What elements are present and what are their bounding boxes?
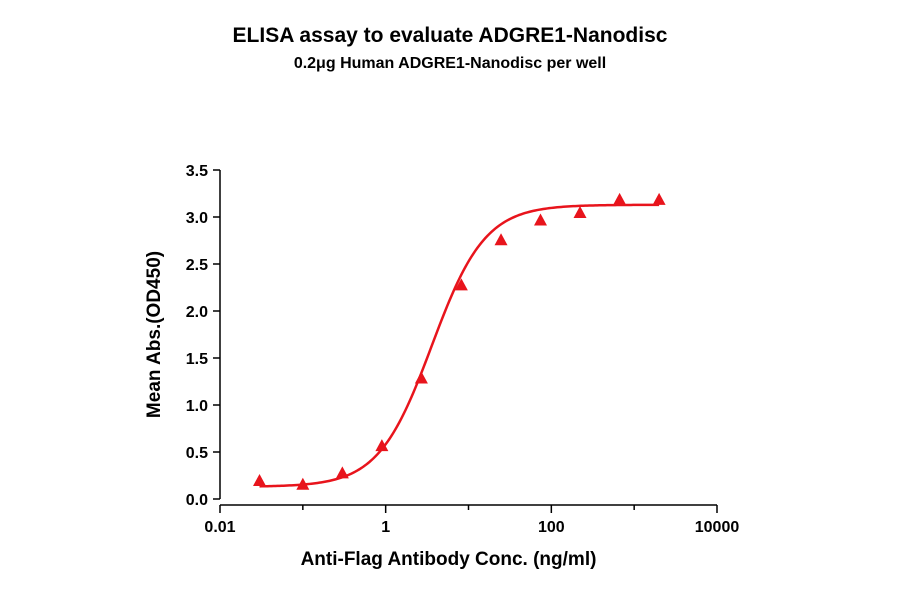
fit-curve [259, 203, 660, 488]
y-tick-label: 0.0 [186, 492, 208, 509]
data-point-triangle [494, 233, 508, 246]
y-tick-label: 1.0 [186, 398, 208, 415]
data-point-triangle [573, 206, 587, 219]
y-tick-label: 3.5 [186, 163, 208, 180]
data-point-triangle [296, 477, 310, 490]
y-tick-label: 3.0 [186, 210, 208, 227]
y-tick-label: 1.5 [186, 351, 208, 368]
y-tick-label: 2.5 [186, 257, 208, 274]
x-axis-label: Anti-Flag Antibody Conc. (ng/ml) [301, 549, 597, 570]
y-axis-label: Mean Abs.(OD450) [144, 251, 165, 418]
x-tick-label: 1 [381, 519, 390, 536]
x-tick-label: 0.01 [204, 519, 235, 536]
x-tick-label: 100 [538, 519, 565, 536]
data-point-triangle [375, 439, 389, 452]
chart-title: ELISA assay to evaluate ADGRE1-Nanodisc [232, 24, 668, 47]
data-point-triangle [613, 192, 627, 205]
data-point-triangle [454, 278, 468, 291]
data-points [253, 192, 666, 490]
y-tick-label: 0.5 [186, 445, 208, 462]
axes: 0.0 0.5 1.0 1.5 2.0 2.5 3.0 3.5 0.01 1 100 10000 [186, 163, 740, 536]
x-tick-label: 10000 [695, 519, 740, 536]
data-point-triangle [652, 192, 666, 205]
data-point-triangle [414, 371, 428, 384]
data-point-triangle [335, 466, 349, 479]
data-point-triangle [534, 213, 548, 226]
data-point-triangle [253, 473, 267, 486]
chart-subtitle: 0.2μg Human ADGRE1-Nanodisc per well [293, 55, 607, 72]
y-tick-label: 2.0 [186, 304, 208, 321]
